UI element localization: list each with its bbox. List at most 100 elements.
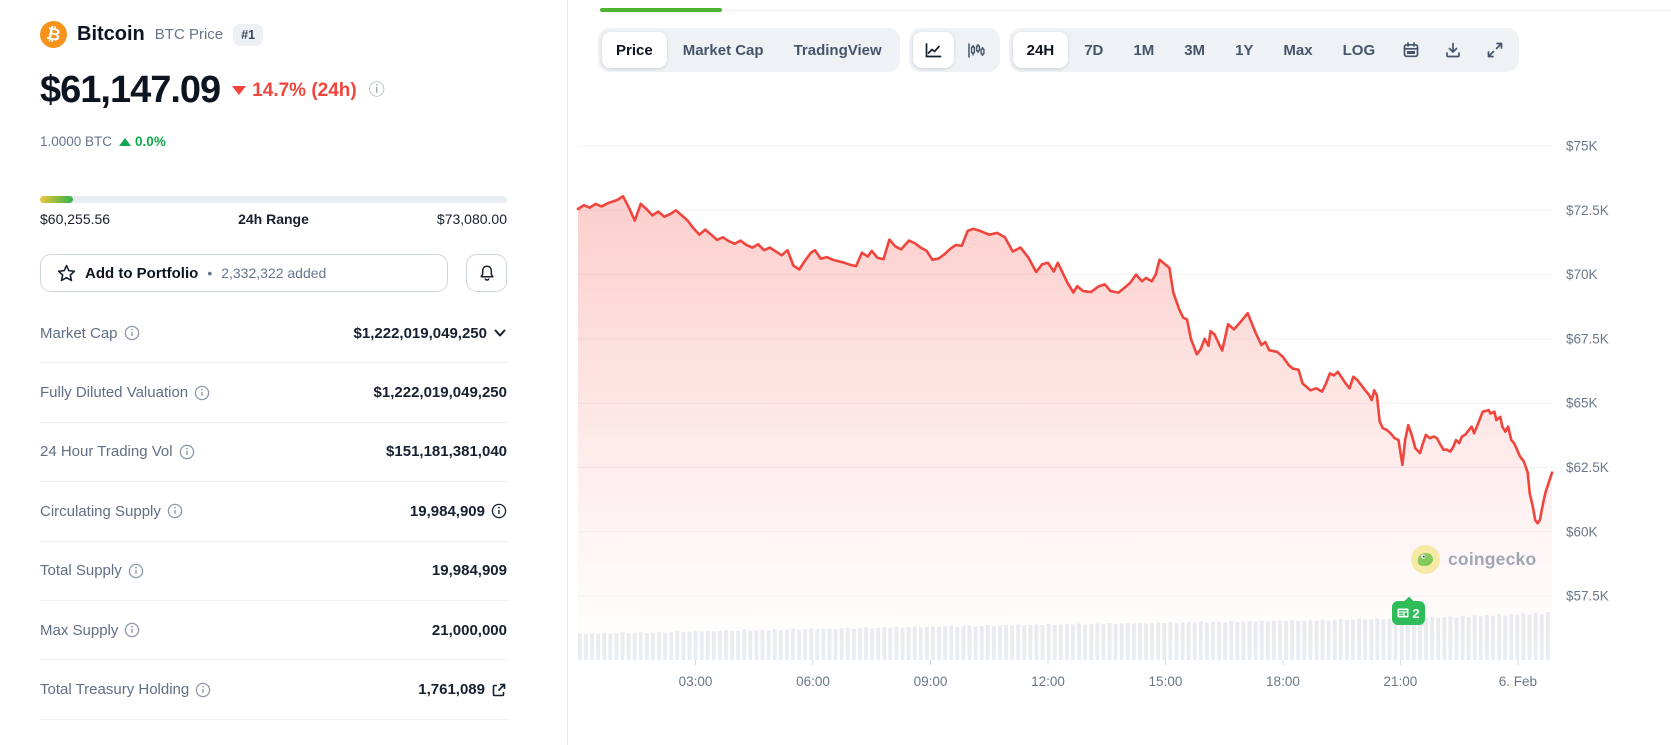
stat-value: $1,222,019,049,250	[353, 324, 487, 342]
price-area-fill	[578, 196, 1552, 660]
stat-label: Market Cap	[40, 324, 118, 342]
portfolio-bullet: •	[207, 265, 213, 281]
price-line	[576, 194, 1554, 525]
portfolio-label: Add to Portfolio	[85, 264, 199, 282]
x-axis-label: 06:00	[796, 674, 830, 689]
expand-button[interactable]	[1475, 32, 1515, 68]
tab-price[interactable]: Price	[602, 32, 667, 68]
panel-divider	[567, 0, 568, 745]
coin-symbol-label: BTC Price	[154, 26, 224, 43]
line-chart-icon	[924, 42, 943, 59]
tab-market-cap[interactable]: Market Cap	[669, 32, 778, 68]
add-to-portfolio-button[interactable]: Add to Portfolio • 2,332,322 added	[40, 254, 448, 292]
calendar-button[interactable]	[1391, 32, 1431, 68]
info-icon[interactable]	[179, 444, 195, 460]
info-icon[interactable]	[128, 563, 144, 579]
stat-label: Total Treasury Holding	[40, 681, 190, 699]
range-24h[interactable]: 24H	[1012, 32, 1069, 68]
stat-row-fully-diluted-valuation: Fully Diluted Valuation $1,222,019,049,25…	[40, 363, 507, 423]
active-tab-indicator	[600, 8, 722, 12]
star-icon	[57, 264, 76, 281]
stat-value: 21,000,000	[431, 621, 507, 639]
x-axis-label: 15:00	[1149, 674, 1183, 689]
range-slider-fill	[40, 196, 73, 203]
expand-icon	[1486, 41, 1504, 59]
stat-label: Fully Diluted Valuation	[40, 384, 189, 402]
btc-conversion-row: 1.0000 BTC 0.0%	[40, 134, 166, 149]
watermark-text: coingecko	[1448, 549, 1537, 569]
x-axis-labels: 03:00 06:00 09:00 12:00 15:00 18:00 21:00 6. Fe…	[679, 660, 1537, 689]
coingecko-watermark: coingecko	[1411, 545, 1536, 574]
coingecko-gecko-icon	[1411, 545, 1440, 574]
range-7d[interactable]: 7D	[1070, 32, 1117, 68]
line-chart-type-button[interactable]	[912, 32, 954, 68]
x-axis-label: 12:00	[1031, 674, 1065, 689]
stat-row-total-supply: Total Supply 19,984,909	[40, 542, 507, 601]
info-icon[interactable]	[195, 682, 211, 698]
rank-badge: #1	[233, 23, 264, 46]
price-alert-button[interactable]	[466, 254, 507, 292]
price-change-text: 14.7% (24h)	[252, 79, 357, 101]
range-1m[interactable]: 1M	[1119, 32, 1168, 68]
chart-toolbar: Price Market Cap TradingView 24H 7D 1M 3M 1Y Ma…	[598, 28, 1520, 72]
range-max[interactable]: Max	[1269, 32, 1326, 68]
stat-row-circulating-supply: Circulating Supply 19,984,909	[40, 482, 507, 542]
stat-row-max-supply: Max Supply 21,000,000	[40, 601, 507, 661]
tab-tradingview[interactable]: TradingView	[780, 32, 896, 68]
candlestick-type-button[interactable]	[956, 32, 996, 68]
x-axis-label: 03:00	[679, 674, 713, 689]
news-count: 2	[1412, 605, 1420, 621]
range-1y[interactable]: 1Y	[1221, 32, 1267, 68]
info-icon[interactable]	[124, 622, 140, 638]
btc-change: 0.0%	[119, 134, 166, 149]
info-icon[interactable]	[124, 325, 140, 341]
stat-row-market-cap: Market Cap $1,222,019,049,250	[40, 304, 507, 364]
range-high: $73,080.00	[436, 211, 507, 227]
range-3m[interactable]: 3M	[1170, 32, 1219, 68]
triangle-down-icon	[232, 86, 247, 95]
chart-type-group	[908, 28, 1000, 72]
y-axis-label: $72.5K	[1566, 203, 1609, 218]
info-icon[interactable]	[491, 503, 507, 519]
stat-value: $151,181,381,040	[386, 443, 507, 461]
triangle-up-icon	[119, 137, 132, 146]
chevron-down-icon[interactable]	[493, 326, 507, 340]
chart-tab-group: Price Market Cap TradingView	[598, 28, 900, 72]
newspaper-icon	[1397, 608, 1409, 618]
x-axis-label: 09:00	[914, 674, 948, 689]
y-axis-label: $65K	[1566, 396, 1598, 411]
y-axis-label: $60K	[1566, 524, 1598, 539]
external-link-icon[interactable]	[491, 682, 507, 698]
y-axis-label: $57.5K	[1566, 589, 1609, 604]
x-axis-label: 6. Feb	[1499, 674, 1537, 689]
y-axis-label: $67.5K	[1566, 331, 1609, 346]
stat-label: Max Supply	[40, 621, 119, 639]
stat-label: Circulating Supply	[40, 502, 161, 520]
price-chart[interactable]: 03:00 06:00 09:00 12:00 15:00 18:00 21:00 6. Fe…	[567, 80, 1671, 745]
info-icon[interactable]	[167, 503, 183, 519]
range-label: 24h Range	[238, 211, 309, 227]
range-log[interactable]: LOG	[1329, 32, 1390, 68]
time-range-group: 24H 7D 1M 3M 1Y Max LOG	[1008, 28, 1520, 72]
stat-label: 24 Hour Trading Vol	[40, 443, 173, 461]
stat-value: 1,761,089	[418, 681, 485, 699]
btc-change-text: 0.0%	[135, 134, 166, 149]
info-icon[interactable]	[194, 385, 210, 401]
range-low: $60,255.56	[40, 211, 111, 227]
info-icon[interactable]: ⓘ	[368, 81, 385, 99]
calendar-icon	[1402, 41, 1420, 59]
x-axis-label: 21:00	[1384, 674, 1418, 689]
range-slider[interactable]	[40, 196, 507, 203]
bell-icon	[479, 264, 494, 281]
price-change: 14.7% (24h)	[232, 80, 357, 102]
news-count-badge[interactable]: 2	[1392, 601, 1425, 625]
stat-row-24-hour-trading-vol: 24 Hour Trading Vol $151,181,381,040	[40, 423, 507, 483]
tab-bar-underline	[597, 10, 1671, 11]
stat-value: 19,984,909	[431, 562, 507, 580]
download-icon	[1444, 41, 1462, 59]
stat-row-total-treasury-holding: Total Treasury Holding 1,761,089	[40, 660, 507, 720]
stat-value: 19,984,909	[409, 502, 485, 520]
download-button[interactable]	[1433, 32, 1473, 68]
bitcoin-logo-icon: ₿	[37, 18, 70, 51]
current-price: $61,147.09	[40, 69, 221, 111]
